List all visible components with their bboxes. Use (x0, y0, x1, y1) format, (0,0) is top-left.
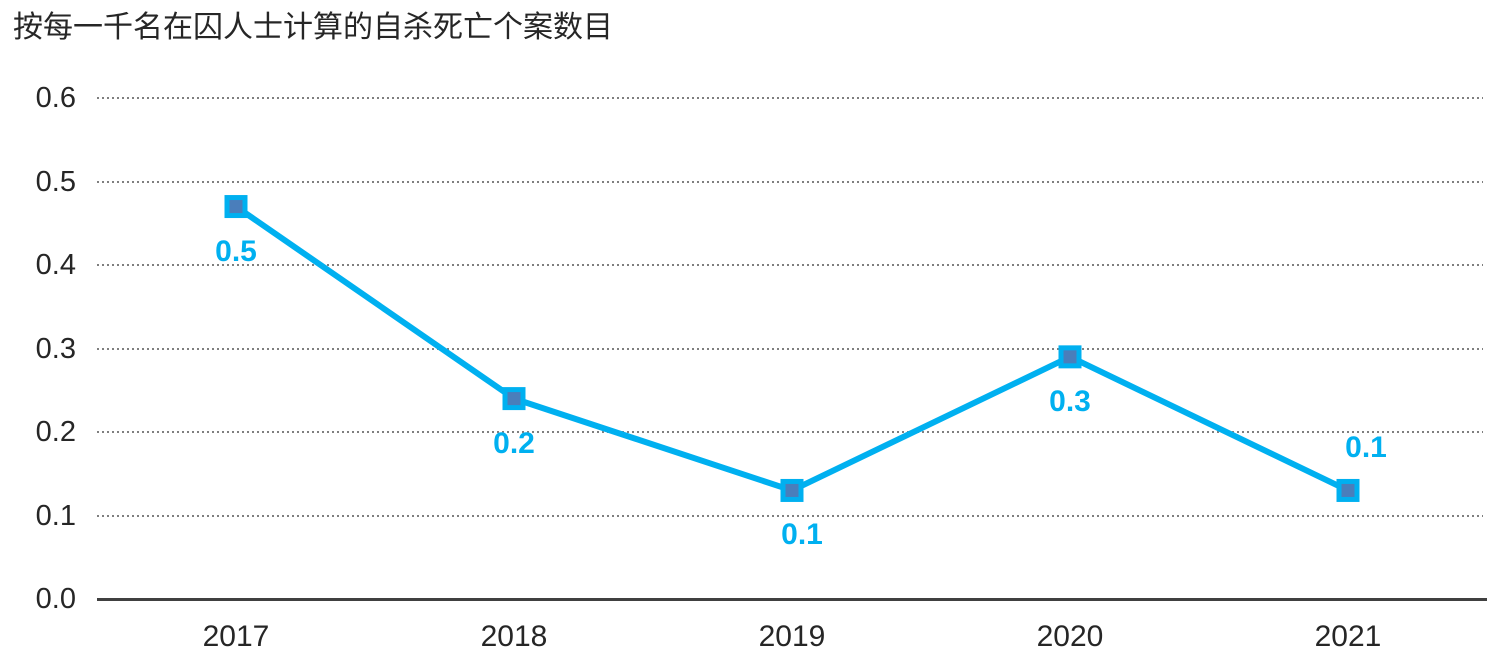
x-axis-tick-label: 2017 (202, 620, 270, 653)
y-gridline (97, 264, 1483, 266)
y-gridline (97, 514, 1483, 517)
data-point-label: 0.5 (215, 234, 257, 268)
data-point-marker (502, 387, 526, 411)
y-axis-tick-label: 0.3 (35, 332, 76, 365)
x-axis-tick-label: 2019 (758, 620, 826, 653)
y-axis-tick-label: 0.0 (35, 583, 76, 615)
y-axis-tick-label: 0.2 (35, 416, 76, 448)
chart-title: 按每一千名在囚人士计算的自杀死亡个案数目 (13, 10, 613, 45)
y-axis-tick-label: 0.6 (35, 82, 76, 114)
y-axis-tick-label: 0.5 (35, 165, 76, 198)
data-point-label: 0.3 (1049, 384, 1091, 418)
data-point-label: 0.1 (781, 518, 823, 552)
data-point-marker (780, 478, 804, 502)
y-axis-tick-label: 0.1 (35, 499, 76, 532)
data-point-label: 0.1 (1345, 431, 1387, 465)
x-axis-tick-label: 2020 (1036, 620, 1104, 653)
data-point-marker (1336, 478, 1360, 502)
y-gridline (97, 97, 1483, 99)
x-axis-tick-label: 2018 (480, 620, 548, 653)
data-point-marker (1058, 345, 1082, 369)
x-axis-tick-label: 2021 (1314, 620, 1382, 653)
x-axis-line (97, 597, 1487, 601)
data-point-label: 0.2 (493, 426, 535, 460)
data-point-marker (224, 195, 248, 219)
y-axis-tick-label: 0.4 (35, 249, 76, 281)
y-gridline (97, 180, 1483, 183)
y-gridline (97, 431, 1483, 433)
y-gridline (97, 347, 1483, 350)
series-polyline (233, 203, 1351, 494)
